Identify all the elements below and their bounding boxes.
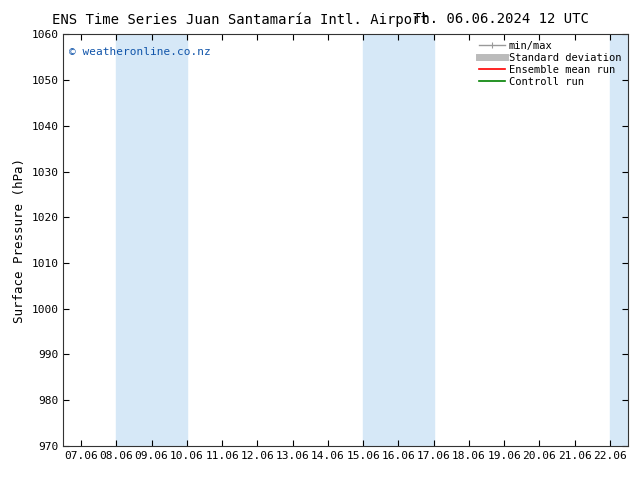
Legend: min/max, Standard deviation, Ensemble mean run, Controll run: min/max, Standard deviation, Ensemble me… xyxy=(474,36,626,91)
Bar xyxy=(363,34,434,446)
Text: ENS Time Series Juan Santamaría Intl. Airport: ENS Time Series Juan Santamaría Intl. Ai… xyxy=(53,12,429,27)
Bar xyxy=(116,34,187,446)
Text: Th. 06.06.2024 12 UTC: Th. 06.06.2024 12 UTC xyxy=(413,12,589,26)
Text: © weatheronline.co.nz: © weatheronline.co.nz xyxy=(69,47,210,57)
Bar xyxy=(610,34,628,446)
Y-axis label: Surface Pressure (hPa): Surface Pressure (hPa) xyxy=(13,158,26,322)
